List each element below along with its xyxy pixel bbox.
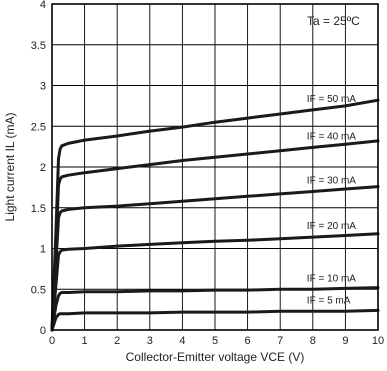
x-tick-label: 10 — [372, 335, 384, 347]
y-tick-label: 2.5 — [31, 121, 46, 133]
plot-frame — [51, 3, 379, 331]
series-label: IF = 30 mA — [307, 175, 357, 186]
temperature-annotation: Ta = 25ºC — [307, 14, 360, 28]
x-tick-label: 6 — [245, 335, 251, 347]
y-tick-label: 1 — [40, 244, 46, 256]
x-tick-label: 2 — [114, 335, 120, 347]
y-tick-label: 0.5 — [31, 284, 46, 296]
x-tick-label: 0 — [49, 335, 55, 347]
series-label: IF = 20 mA — [307, 221, 357, 232]
tick-labels: 0 1 2 3 4 5 6 7 8 9 10 0 0.5 1 1.5 2 2.5 3 3.5 4 — [31, 0, 384, 347]
x-tick-label: 7 — [277, 335, 283, 347]
x-tick-label: 9 — [342, 335, 348, 347]
x-axis-title: Collector-Emitter voltage VCE (V) — [126, 350, 305, 364]
series-label: IF = 5 mA — [307, 295, 351, 306]
series-line — [50, 232, 380, 332]
y-tick-label: 3 — [40, 81, 46, 93]
y-tick-label: 3.5 — [31, 40, 46, 52]
y-tick-label: 1.5 — [31, 203, 46, 215]
x-tick-label: 5 — [212, 335, 218, 347]
y-tick-label: 2 — [40, 162, 46, 174]
series-label: IF = 40 mA — [307, 131, 357, 142]
series-line — [50, 286, 380, 332]
series-line — [50, 139, 380, 332]
curves — [50, 98, 380, 332]
y-axis-title: Light current IL (mA) — [3, 113, 17, 222]
series-label: IF = 50 mA — [307, 94, 357, 105]
x-tick-label: 4 — [179, 335, 185, 347]
x-tick-label: 3 — [147, 335, 153, 347]
series-line — [50, 185, 380, 332]
y-tick-label: 0 — [40, 325, 46, 337]
x-tick-label: 1 — [82, 335, 88, 347]
x-tick-label: 8 — [310, 335, 316, 347]
series-line — [50, 98, 380, 332]
series-labels: IF = 50 mA IF = 40 mA IF = 30 mA IF = 20 mA… — [307, 94, 357, 306]
series-label: IF = 10 mA — [307, 273, 357, 284]
y-tick-label: 4 — [40, 0, 46, 11]
series-line — [50, 308, 380, 332]
